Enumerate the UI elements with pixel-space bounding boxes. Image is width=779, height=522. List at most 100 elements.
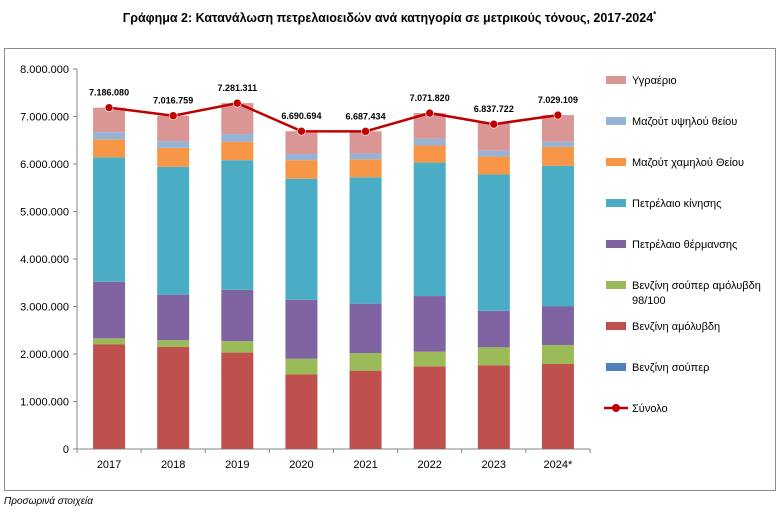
bar-segment xyxy=(157,147,190,167)
legend-label: Βενζίνη σούπερ xyxy=(632,362,709,374)
legend-swatch xyxy=(606,240,626,248)
bar-segment xyxy=(477,174,510,311)
total-point xyxy=(297,126,306,136)
bar-segment xyxy=(221,352,254,449)
bar-segment xyxy=(541,146,574,166)
legend-label: Πετρέλαιο κίνησης xyxy=(632,198,721,210)
bar-segment xyxy=(413,145,446,163)
chart-title-text: Γράφημα 2: Κατανάλωση πετρελαιοειδών ανά… xyxy=(122,11,654,26)
total-data-label: 6.837.722 xyxy=(474,104,514,114)
total-point xyxy=(553,110,563,120)
legend-label: Βενζίνη αμόλυβδη xyxy=(632,321,720,333)
bar-segment xyxy=(285,299,318,359)
bar-segment xyxy=(413,351,446,367)
bar-segment xyxy=(157,346,190,449)
legend-swatch xyxy=(606,76,626,84)
bar-segment xyxy=(541,306,574,345)
bar-segment xyxy=(157,340,190,347)
total-data-label: 7.016.759 xyxy=(153,96,193,106)
bar-segment xyxy=(285,358,318,375)
bar-segment xyxy=(477,365,510,449)
chart-frame xyxy=(4,48,776,491)
bar-segment xyxy=(349,177,382,304)
bar-segment xyxy=(285,131,318,155)
legend-swatch xyxy=(606,158,626,166)
y-tick-label: 2.000.000 xyxy=(20,349,69,361)
bar-segment xyxy=(413,162,446,297)
bar-segment xyxy=(93,157,126,282)
bar-segment xyxy=(93,281,126,339)
x-tick-label: 2017 xyxy=(97,459,121,471)
legend-label: Μαζούτ υψηλού θείου xyxy=(632,116,737,128)
legend-swatch xyxy=(606,322,626,330)
legend-label: Σύνολο xyxy=(632,403,668,415)
bar-segment xyxy=(541,141,574,147)
legend-label: Βενζίνη σούπερ αμόλυβδη xyxy=(632,280,761,292)
bar-segment xyxy=(285,374,318,449)
bar-segment xyxy=(349,153,382,160)
y-tick-label: 0 xyxy=(63,444,69,456)
legend-swatch xyxy=(606,117,626,125)
bar-segment xyxy=(285,160,318,179)
total-data-label: 6.690.694 xyxy=(281,111,321,121)
bar-segment xyxy=(477,150,510,157)
x-tick-label: 2024* xyxy=(544,459,573,471)
legend-label: Πετρέλαιο θέρμανσης xyxy=(632,239,737,251)
bar-segment xyxy=(349,303,382,354)
total-point xyxy=(361,127,370,136)
legend-label: 98/100 xyxy=(632,295,666,307)
bar-segment xyxy=(477,310,510,348)
y-tick-label: 4.000.000 xyxy=(20,254,69,266)
x-tick-label: 2022 xyxy=(417,459,441,471)
bar-segment xyxy=(221,289,254,342)
bar-segment xyxy=(221,160,254,290)
bar-segment xyxy=(157,166,190,295)
x-tick-label: 2023 xyxy=(482,459,506,471)
legend-label: Υγραέριο xyxy=(632,75,677,87)
total-data-label: 7.071.820 xyxy=(410,93,450,103)
bar-segment xyxy=(541,363,574,449)
bar-segment xyxy=(477,156,510,175)
bar-segment xyxy=(349,131,382,154)
total-point xyxy=(489,119,499,129)
total-point xyxy=(425,108,434,118)
bar-segment xyxy=(221,341,254,353)
total-point xyxy=(168,111,178,121)
bar-segment xyxy=(93,344,126,449)
bar-segment xyxy=(285,154,318,161)
legend-swatch xyxy=(606,281,626,289)
bar-segment xyxy=(285,178,318,300)
total-data-label: 7.281.311 xyxy=(218,83,258,93)
bar-segment xyxy=(157,294,190,341)
y-tick-label: 5.000.000 xyxy=(20,207,69,219)
bar-segment xyxy=(413,138,446,146)
bar-segment xyxy=(93,139,126,158)
total-data-label: 7.186.080 xyxy=(89,88,129,98)
y-tick-label: 6.000.000 xyxy=(20,159,69,171)
y-tick-label: 8.000.000 xyxy=(20,64,69,76)
chart-title: Γράφημα 2: Κατανάλωση πετρελαιοειδών ανά… xyxy=(0,10,779,25)
bar-segment xyxy=(93,132,126,140)
legend-swatch xyxy=(606,363,626,371)
y-tick-label: 3.000.000 xyxy=(20,302,69,314)
total-point xyxy=(233,98,242,108)
bar-segment xyxy=(157,141,190,148)
bar-segment xyxy=(541,344,574,364)
bar-segment xyxy=(349,370,382,449)
bar-segment xyxy=(413,296,446,352)
bar-segment xyxy=(349,353,382,371)
legend-swatch xyxy=(606,199,626,207)
x-tick-label: 2020 xyxy=(289,459,313,471)
bar-segment xyxy=(349,159,382,178)
x-tick-label: 2021 xyxy=(353,459,377,471)
y-tick-label: 7.000.000 xyxy=(20,112,69,124)
total-line xyxy=(108,101,559,133)
chart-title-marker: * xyxy=(653,10,657,19)
total-data-label: 6.687.434 xyxy=(346,111,386,121)
bar-segment xyxy=(221,141,254,161)
bar-segment xyxy=(93,338,126,345)
bar-segment xyxy=(477,347,510,366)
bar-segment xyxy=(221,134,254,142)
total-data-label: 7.029.109 xyxy=(538,95,578,105)
